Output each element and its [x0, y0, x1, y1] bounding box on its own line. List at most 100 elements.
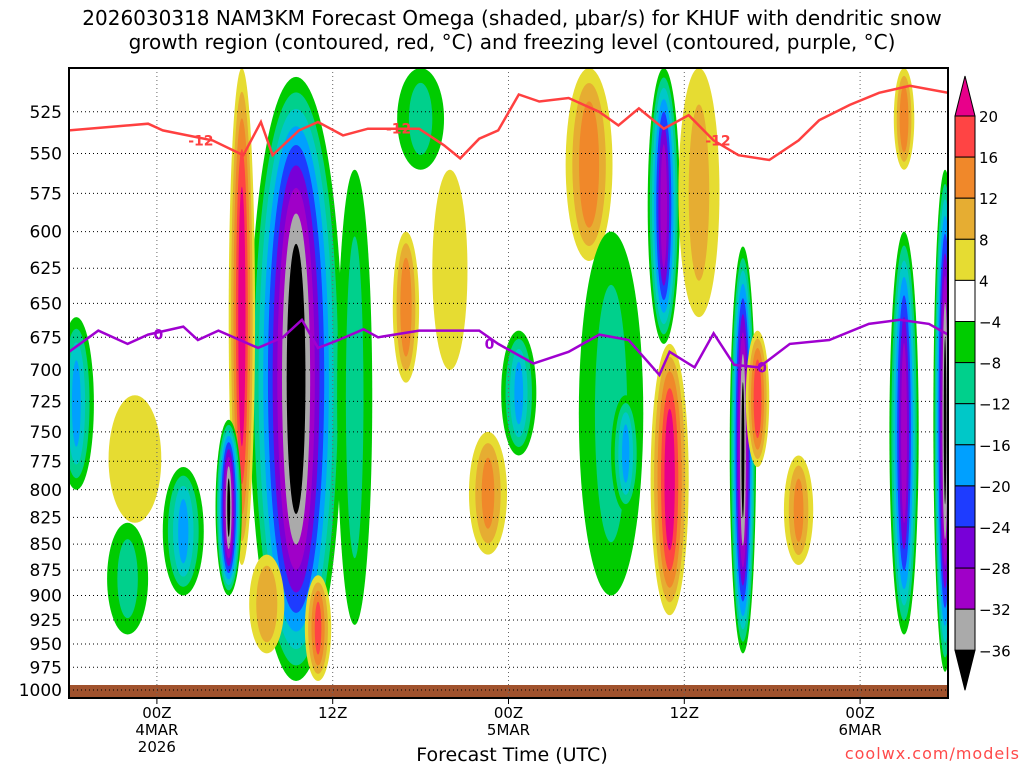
- colorbar-label: −8: [979, 355, 1001, 373]
- y-tick-label: 850: [30, 535, 62, 555]
- freezing-contour-label: 0: [153, 328, 163, 344]
- colorbar-box: [954, 444, 976, 487]
- x-tick-label: 00Z: [142, 704, 171, 722]
- y-tick-label: 575: [30, 184, 62, 204]
- plot-frame: [68, 67, 949, 699]
- colorbar-label: −16: [979, 437, 1011, 455]
- colorbar-box: [954, 567, 976, 610]
- shading-layer: [69, 68, 948, 681]
- omega-shade-24-12: [899, 85, 909, 153]
- y-tick-label: 975: [30, 658, 62, 678]
- x-tick-label: 5MAR: [487, 721, 530, 739]
- freezing-contour-line: [69, 317, 948, 378]
- x-tick-label: 6MAR: [839, 721, 882, 739]
- colorbar-box: [954, 115, 976, 158]
- colorbar-label: −4: [979, 314, 1001, 332]
- y-tick-label: 875: [30, 561, 62, 581]
- omega-shade-10-12: [400, 257, 412, 357]
- y-tick-label: 650: [30, 294, 62, 314]
- x-tick-label: 00Z: [494, 704, 523, 722]
- y-tick-label: 700: [30, 361, 62, 381]
- omega-shade-6--28: [901, 342, 907, 524]
- colorbar-box: [954, 279, 976, 322]
- omega-shade-23-8: [688, 104, 710, 281]
- colorbar-box: [954, 362, 976, 405]
- chart-title-line1: 2026030318 NAM3KM Forecast Omega (shaded…: [82, 6, 942, 30]
- y-tick-label: 800: [30, 481, 62, 501]
- colorbar-label: 16: [979, 149, 998, 167]
- omega-shade-19--16: [71, 360, 81, 447]
- y-tick-label: 825: [30, 508, 62, 528]
- x-tick-label: 12Z: [670, 704, 699, 722]
- omega-shade-26-8: [256, 565, 278, 643]
- colorbar-label: −20: [979, 478, 1011, 496]
- colorbar-arrow-bottom: [954, 649, 976, 691]
- omega-shade-4--36: [741, 382, 745, 518]
- omega-shade-1-20: [238, 186, 246, 447]
- omega-shade-5--36: [227, 478, 231, 537]
- colorbar-label: −12: [979, 396, 1011, 414]
- omega-shade-9--8: [408, 82, 433, 155]
- y-tick-label: 600: [30, 223, 62, 243]
- omega-shade-14-12: [793, 478, 804, 542]
- colorbar-arrow-top: [954, 75, 976, 117]
- colorbar-box: [954, 485, 976, 528]
- dgz-contour-line: [69, 84, 948, 162]
- credit-text: coolwx.com/models: [844, 744, 1020, 763]
- colorbar-label: −24: [979, 519, 1011, 537]
- omega-shade-7--36: [943, 337, 947, 505]
- dgz-contour-label: -12: [705, 133, 730, 149]
- x-tick-label: 4MAR: [135, 721, 178, 739]
- y-tick-label: 725: [30, 392, 62, 412]
- omega-shade-2-20: [664, 408, 675, 551]
- colorbar-label: 20: [979, 108, 998, 126]
- omega-shade-16-16: [314, 601, 322, 655]
- colorbar-box: [954, 403, 976, 446]
- colorbar-box: [954, 526, 976, 569]
- colorbar-label: 12: [979, 190, 998, 208]
- omega-shade-11--16: [514, 361, 524, 425]
- y-tick-label: 775: [30, 452, 62, 472]
- omega-shade-13-16: [753, 359, 762, 439]
- colorbar-box: [954, 197, 976, 240]
- colorbar-label: −36: [979, 642, 1011, 660]
- omega-shade-0--36: [286, 243, 306, 515]
- colorbar-label: 8: [979, 231, 989, 249]
- colorbar-box: [954, 608, 976, 651]
- ground-strip: [69, 685, 948, 698]
- colorbar-box: [954, 238, 976, 281]
- omega-shade-18--16: [622, 424, 630, 483]
- x-tick-label: 12Z: [318, 704, 347, 722]
- y-tick-label: 525: [30, 103, 62, 123]
- y-tick-label: 1000: [19, 681, 62, 701]
- y-tick-label: 625: [30, 259, 62, 279]
- omega-shade-22--8: [345, 236, 364, 559]
- y-tick-label: 925: [30, 611, 62, 631]
- chart-title-line2: growth region (contoured, red, °C) and f…: [128, 30, 896, 54]
- colorbar-label: −28: [979, 560, 1011, 578]
- x-tick-label: 2026: [138, 738, 176, 756]
- y-tick-label: 750: [30, 423, 62, 443]
- omega-shade-3--28: [660, 144, 668, 268]
- omega-shade-8-12: [579, 101, 600, 228]
- freezing-contour-label: 0: [757, 360, 767, 376]
- y-tick-label: 950: [30, 635, 62, 655]
- colorbar-box: [954, 321, 976, 364]
- colorbar-box: [954, 156, 976, 199]
- x-tick-label: 00Z: [845, 704, 874, 722]
- x-axis-label: Forecast Time (UTC): [416, 744, 608, 766]
- colorbar-label: 4: [979, 272, 989, 290]
- y-tick-label: 550: [30, 145, 62, 165]
- omega-shade-21--8: [117, 539, 138, 619]
- omega-shade-25-4: [432, 169, 468, 370]
- dgz-contour-label: -12: [386, 122, 411, 138]
- omega-shade-20-4: [108, 395, 162, 523]
- omega-shade-12-12: [481, 457, 495, 529]
- y-tick-label: 900: [30, 586, 62, 606]
- colorbar-label: −32: [979, 601, 1011, 619]
- freezing-contour-label: 0: [485, 337, 495, 353]
- omega-shade-15--16: [178, 499, 189, 564]
- dgz-contour-label: -12: [188, 133, 213, 149]
